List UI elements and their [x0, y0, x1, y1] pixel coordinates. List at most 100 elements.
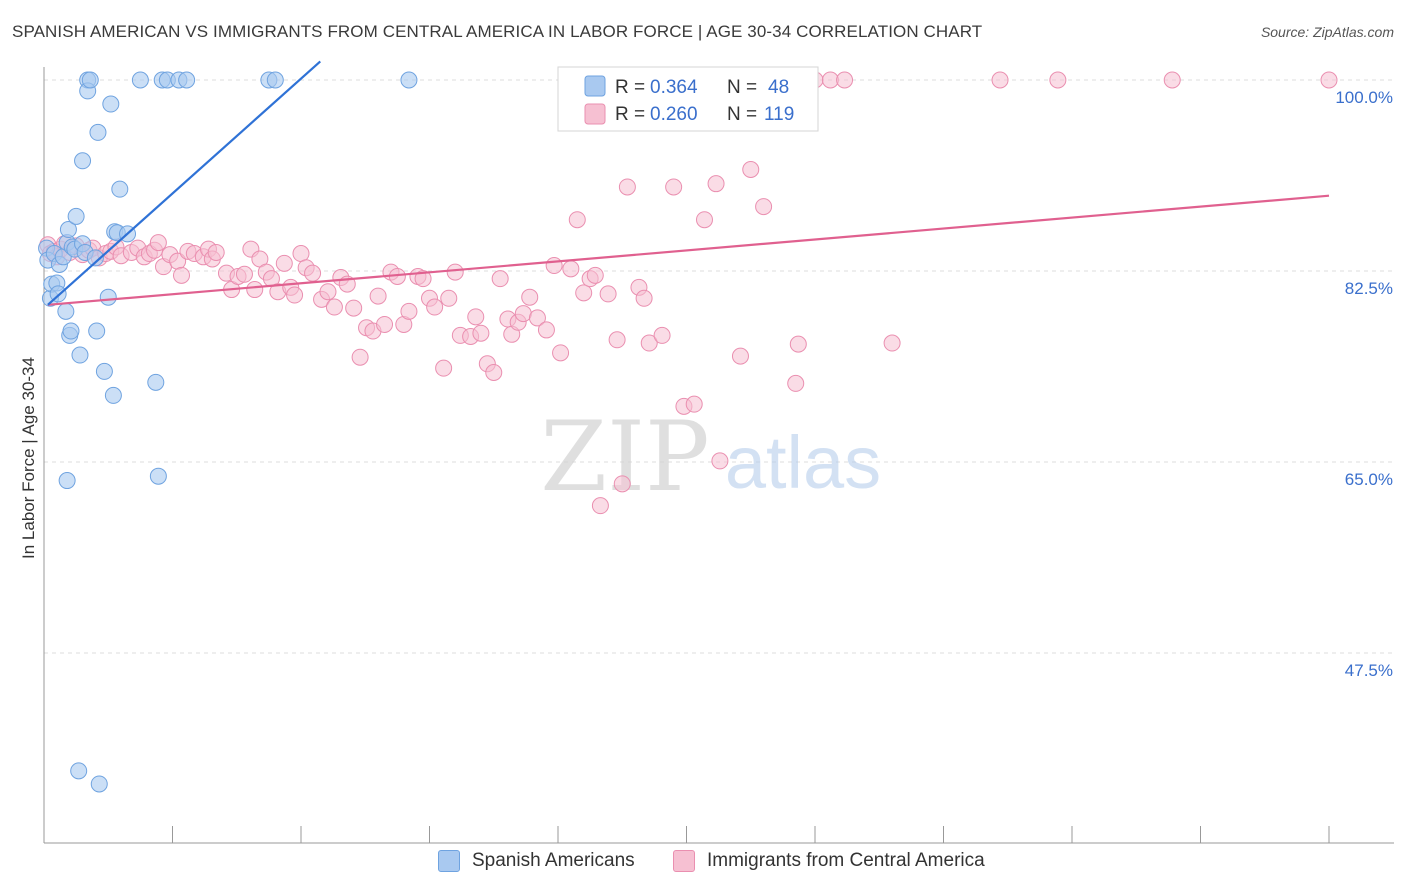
data-point-central-america: [608, 331, 626, 349]
data-point-central-america: [426, 298, 444, 316]
data-point-central-america: [149, 234, 167, 252]
data-point-central-america: [836, 71, 854, 89]
legend-swatch-pink: [584, 103, 606, 125]
data-point-central-america: [586, 266, 604, 284]
data-point-central-america: [618, 178, 636, 196]
data-point-spanish-american: [62, 322, 80, 340]
data-point-central-america: [275, 254, 293, 272]
watermark: ZIP atlas: [540, 401, 881, 513]
trend-line-spanish-americans: [47, 60, 322, 306]
data-point-spanish-american: [81, 71, 99, 89]
data-point-central-america: [1049, 71, 1067, 89]
data-point-central-america: [991, 71, 1009, 89]
data-point-central-america: [711, 452, 729, 470]
data-point-central-america: [591, 497, 609, 515]
watermark-atlas: atlas: [725, 421, 881, 504]
data-point-spanish-american: [74, 152, 92, 170]
data-point-central-america: [537, 321, 555, 339]
data-point-central-america: [1320, 71, 1338, 89]
series-spanish-americans: [38, 71, 418, 793]
data-point-spanish-american: [59, 221, 77, 239]
data-point-central-america: [491, 270, 509, 288]
data-point-central-america: [304, 264, 322, 282]
data-point-central-america: [172, 266, 190, 284]
data-point-spanish-american: [95, 362, 113, 380]
data-point-spanish-american: [70, 762, 88, 780]
data-point-spanish-american: [147, 373, 165, 391]
data-point-spanish-american: [90, 775, 108, 793]
legend-box: R = 0.364 N = 48 R = 0.260 N = 119: [557, 66, 819, 132]
legend-r-label-2: R =: [615, 104, 650, 125]
bottom-legend-item-spanish: Spanish Americans: [438, 850, 635, 872]
y-axis-label: In Labor Force | Age 30-34: [19, 357, 38, 559]
data-point-spanish-american: [266, 71, 284, 89]
y-tick-label: 65.0%: [1345, 470, 1393, 489]
svg-text:R = 0.364 N =: R = 0.364 N = 48: [615, 77, 789, 98]
data-point-central-america: [1163, 71, 1181, 89]
data-point-spanish-american: [86, 249, 104, 267]
data-point-central-america: [685, 395, 703, 413]
data-point-central-america: [640, 334, 658, 352]
bottom-legend-swatch-pink: [673, 850, 695, 872]
data-point-spanish-american: [89, 123, 107, 141]
data-point-central-america: [246, 281, 264, 299]
legend-r-value-2: 0.260: [650, 104, 698, 125]
bottom-legend-label-spanish: Spanish Americans: [472, 850, 635, 871]
legend-r-value-1: 0.364: [650, 77, 698, 98]
bottom-legend-label-central-america: Immigrants from Central America: [707, 850, 985, 871]
data-point-central-america: [345, 299, 363, 317]
trend-line-central-america: [47, 194, 1330, 306]
data-point-spanish-american: [400, 71, 418, 89]
data-point-central-america: [552, 344, 570, 362]
data-point-spanish-american: [178, 71, 196, 89]
data-point-central-america: [467, 308, 485, 326]
bottom-legend: Spanish Americans Immigrants from Centra…: [0, 850, 1406, 880]
axes: [43, 67, 1394, 844]
scatter-plot: ZIP atlas 47.5%65.0%82.5%100.0%0.0%100.0…: [19, 60, 1394, 844]
data-point-central-america: [695, 211, 713, 229]
data-point-central-america: [414, 270, 432, 288]
data-point-central-america: [613, 475, 631, 493]
legend-n-value-1: 48: [768, 77, 789, 98]
watermark-zip: ZIP: [540, 401, 709, 513]
y-tick-label: 47.5%: [1345, 661, 1393, 680]
data-point-central-america: [731, 347, 749, 365]
data-point-central-america: [485, 364, 503, 382]
legend-n-value-2: 119: [764, 104, 794, 125]
data-point-central-america: [568, 211, 586, 229]
data-point-central-america: [435, 359, 453, 377]
data-point-central-america: [400, 302, 418, 320]
data-point-central-america: [742, 160, 760, 178]
data-point-spanish-american: [71, 346, 89, 364]
data-point-central-america: [376, 315, 394, 333]
data-point-spanish-american: [99, 288, 117, 306]
data-point-central-america: [665, 178, 683, 196]
data-point-spanish-american: [111, 180, 129, 198]
legend-r-label-1: R =: [615, 77, 650, 98]
legend-swatch-blue: [584, 75, 606, 97]
data-point-central-america: [351, 348, 369, 366]
data-point-spanish-american: [149, 467, 167, 485]
legend-n-label-2: N =: [727, 104, 762, 125]
data-point-central-america: [286, 286, 304, 304]
data-point-central-america: [207, 243, 225, 261]
data-point-spanish-american: [102, 95, 120, 113]
data-point-spanish-american: [57, 302, 75, 320]
data-point-central-america: [883, 334, 901, 352]
bottom-legend-swatch-blue: [438, 850, 460, 872]
trend-lines: [47, 60, 1330, 306]
y-tick-label: 100.0%: [1335, 88, 1393, 107]
data-point-central-america: [755, 198, 773, 216]
gridlines: [44, 79, 1394, 654]
data-point-central-america: [562, 260, 580, 278]
bottom-legend-item-central-america: Immigrants from Central America: [673, 850, 985, 872]
data-point-spanish-american: [67, 207, 85, 225]
data-point-central-america: [325, 298, 343, 316]
data-point-central-america: [789, 335, 807, 353]
data-point-central-america: [235, 265, 253, 283]
source-label: Source: ZipAtlas.com: [1260, 24, 1394, 40]
data-point-central-america: [575, 284, 593, 302]
data-point-central-america: [319, 283, 337, 301]
data-point-central-america: [707, 175, 725, 193]
data-point-central-america: [292, 245, 310, 263]
